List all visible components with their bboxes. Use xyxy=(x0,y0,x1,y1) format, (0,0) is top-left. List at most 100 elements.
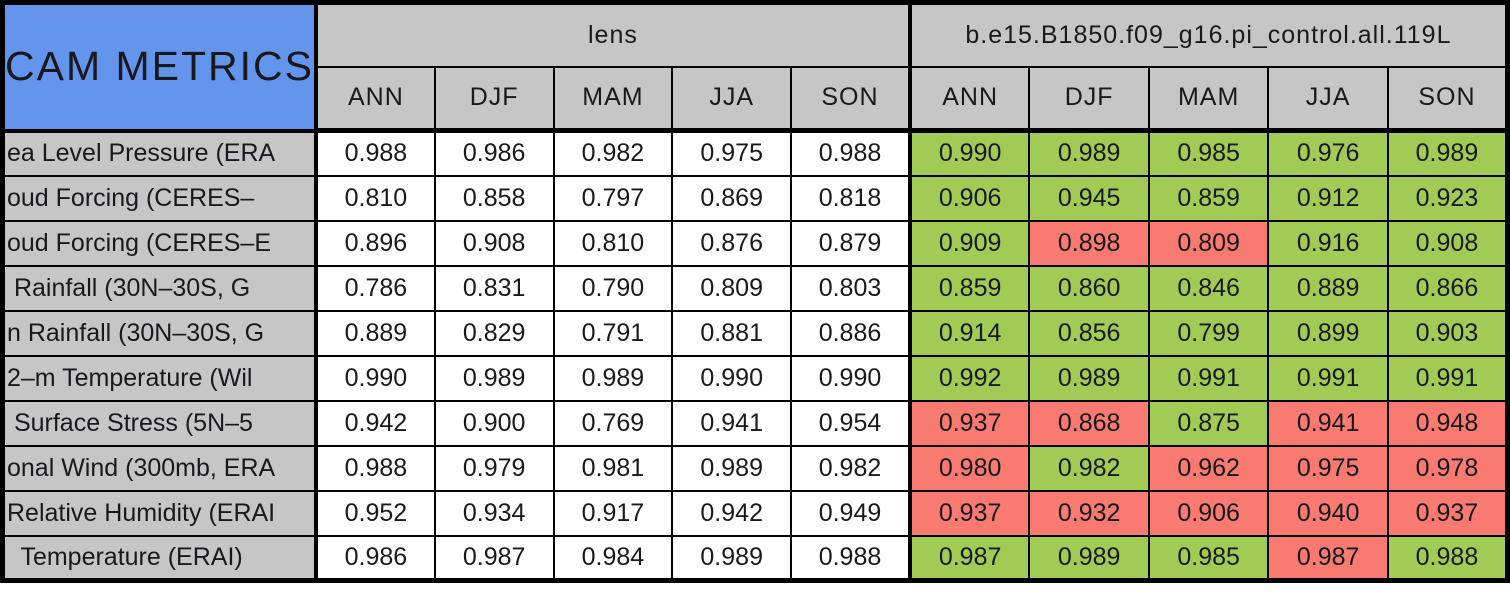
case-value-cell-bad: 0.987 xyxy=(1267,534,1389,582)
metric-row: Surface Stress (5N–5 0.942 0.900 0.769 0.941… xyxy=(2,399,1509,447)
season-header-row: ANN DJF MAM JJA SON ANN DJF MAM JJA SON xyxy=(3,65,1509,133)
case-value-cell-bad: 0.940 xyxy=(1267,489,1389,537)
lens-value-cell: 0.989 xyxy=(671,534,793,582)
season-header-lens-djf: DJF xyxy=(433,65,555,133)
lens-value-cell: 0.941 xyxy=(671,399,793,447)
metric-label: onal Wind (300mb, ERA xyxy=(2,444,318,492)
season-header-case-son: SON xyxy=(1386,65,1509,133)
case-value-cell-bad: 0.809 xyxy=(1147,219,1270,267)
lens-value-cell: 0.987 xyxy=(433,534,555,582)
case-value-cell-good: 0.985 xyxy=(1147,129,1270,177)
metric-label: Surface Stress (5N–5 xyxy=(2,399,318,447)
case-value-cell-bad: 0.932 xyxy=(1028,489,1150,537)
season-header-lens-ann: ANN xyxy=(314,65,436,133)
case-value-cell-good: 0.912 xyxy=(1267,174,1389,222)
lens-value-cell: 0.831 xyxy=(433,264,555,312)
season-header-case-mam: MAM xyxy=(1147,65,1270,133)
lens-value-cell: 0.869 xyxy=(671,174,793,222)
case-value-cell-good: 0.945 xyxy=(1028,174,1150,222)
metric-row: n Rainfall (30N–30S, G 0.889 0.829 0.791 0.8… xyxy=(2,309,1509,357)
lens-value-cell: 0.797 xyxy=(552,174,674,222)
season-header-lens-son: SON xyxy=(790,65,911,133)
case-value-cell-good: 0.875 xyxy=(1147,399,1270,447)
case-value-cell-good: 0.923 xyxy=(1386,174,1509,222)
lens-value-cell: 0.769 xyxy=(552,399,674,447)
case-value-cell-good: 0.859 xyxy=(1147,174,1270,222)
case-value-cell-bad: 0.906 xyxy=(1147,489,1270,537)
season-header-lens-mam: MAM xyxy=(552,65,674,133)
lens-value-cell: 0.975 xyxy=(671,129,793,177)
lens-value-cell: 0.917 xyxy=(552,489,674,537)
lens-value-cell: 0.900 xyxy=(433,399,555,447)
lens-value-cell: 0.990 xyxy=(790,354,911,402)
metrics-table: CAM METRICS lens b.e15.B1850.f09_g16.pi_… xyxy=(0,0,1510,583)
lens-value-cell: 0.889 xyxy=(314,309,436,357)
lens-value-cell: 0.786 xyxy=(314,264,436,312)
case-value-cell-bad: 0.937 xyxy=(907,399,1031,447)
case-value-cell-good: 0.982 xyxy=(1028,444,1150,492)
case-value-cell-good: 0.989 xyxy=(1028,354,1150,402)
metric-label: Rainfall (30N–30S, G xyxy=(2,264,318,312)
lens-value-cell: 0.986 xyxy=(314,534,436,582)
lens-value-cell: 0.810 xyxy=(314,174,436,222)
case-value-cell-good: 0.991 xyxy=(1386,354,1509,402)
lens-value-cell: 0.876 xyxy=(671,219,793,267)
table-title: CAM METRICS xyxy=(1,1,318,133)
case-value-cell-good: 0.916 xyxy=(1267,219,1389,267)
lens-value-cell: 0.942 xyxy=(314,399,436,447)
lens-value-cell: 0.942 xyxy=(671,489,793,537)
case-value-cell-bad: 0.980 xyxy=(907,444,1031,492)
lens-value-cell: 0.986 xyxy=(433,129,555,177)
group-header-row: CAM METRICS lens b.e15.B1850.f09_g16.pi_… xyxy=(1,1,1509,133)
case-value-cell-good: 0.992 xyxy=(907,354,1031,402)
lens-value-cell: 0.981 xyxy=(552,444,674,492)
lens-value-cell: 0.896 xyxy=(314,219,436,267)
season-header-case-jja: JJA xyxy=(1267,65,1389,133)
season-header-case-ann: ANN xyxy=(907,65,1031,133)
case-value-cell-good: 0.860 xyxy=(1028,264,1150,312)
case-value-cell-good: 0.889 xyxy=(1267,264,1389,312)
lens-value-cell: 0.989 xyxy=(671,444,793,492)
case-value-cell-good: 0.856 xyxy=(1028,309,1150,357)
group-header-case: b.e15.B1850.f09_g16.pi_control.all.119L xyxy=(907,1,1509,68)
case-value-cell-good: 0.908 xyxy=(1386,219,1509,267)
season-header-lens-jja: JJA xyxy=(671,65,793,133)
case-value-cell-bad: 0.868 xyxy=(1028,399,1150,447)
season-header-case-djf: DJF xyxy=(1028,65,1150,133)
case-value-cell-good: 0.989 xyxy=(1028,534,1150,582)
lens-value-cell: 0.988 xyxy=(314,129,436,177)
case-value-cell-good: 0.989 xyxy=(1386,129,1509,177)
lens-value-cell: 0.949 xyxy=(790,489,911,537)
metric-row: Temperature (ERAI) 0.986 0.987 0.984 0.989 0.… xyxy=(2,534,1509,582)
case-value-cell-bad: 0.898 xyxy=(1028,219,1150,267)
case-value-cell-good: 0.903 xyxy=(1386,309,1509,357)
case-value-cell-good: 0.990 xyxy=(907,129,1031,177)
lens-value-cell: 0.988 xyxy=(790,534,911,582)
lens-value-cell: 0.881 xyxy=(671,309,793,357)
metric-label: 2–m Temperature (Wil xyxy=(2,354,318,402)
metric-label: Temperature (ERAI) xyxy=(2,534,318,582)
lens-value-cell: 0.982 xyxy=(552,129,674,177)
case-value-cell-bad: 0.975 xyxy=(1267,444,1389,492)
case-value-cell-good: 0.866 xyxy=(1386,264,1509,312)
metric-row: Relative Humidity (ERAI 0.952 0.934 0.917 0.… xyxy=(2,489,1509,537)
metric-label: n Rainfall (30N–30S, G xyxy=(2,309,318,357)
case-value-cell-bad: 0.962 xyxy=(1147,444,1270,492)
lens-value-cell: 0.879 xyxy=(790,219,911,267)
case-value-cell-bad: 0.937 xyxy=(907,489,1031,537)
lens-value-cell: 0.934 xyxy=(433,489,555,537)
lens-value-cell: 0.886 xyxy=(790,309,911,357)
lens-value-cell: 0.988 xyxy=(314,444,436,492)
case-value-cell-good: 0.906 xyxy=(907,174,1031,222)
metric-row: ea Level Pressure (ERA 0.988 0.986 0.982 0.9… xyxy=(2,129,1509,177)
lens-value-cell: 0.908 xyxy=(433,219,555,267)
case-value-cell-bad: 0.978 xyxy=(1386,444,1509,492)
metric-row: oud Forcing (CERES– 0.810 0.858 0.797 0.869 0… xyxy=(2,174,1509,222)
metric-row: onal Wind (300mb, ERA 0.988 0.979 0.981 0.98… xyxy=(2,444,1509,492)
metric-label: Relative Humidity (ERAI xyxy=(2,489,318,537)
lens-value-cell: 0.810 xyxy=(552,219,674,267)
case-value-cell-good: 0.985 xyxy=(1147,534,1270,582)
case-value-cell-good: 0.859 xyxy=(907,264,1031,312)
case-value-cell-good: 0.991 xyxy=(1267,354,1389,402)
